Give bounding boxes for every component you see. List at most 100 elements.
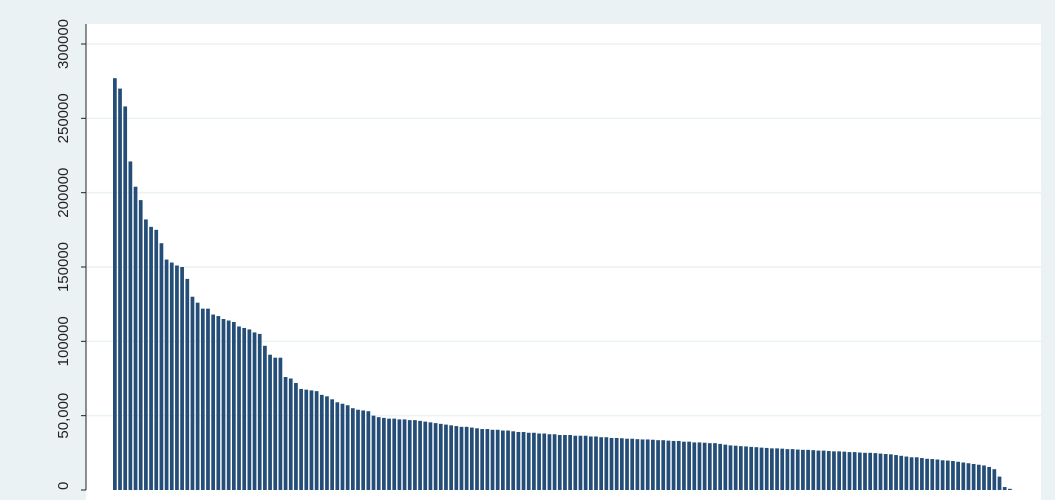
bar — [630, 438, 635, 490]
bar — [376, 417, 381, 490]
y-tick-label: 0 — [55, 482, 72, 490]
bar — [319, 394, 324, 490]
bar — [883, 454, 888, 490]
bar — [557, 434, 562, 490]
bar — [889, 454, 893, 490]
bar — [640, 439, 645, 490]
bar — [226, 320, 231, 490]
bar — [604, 437, 609, 490]
bar — [387, 418, 391, 490]
bar — [656, 440, 660, 490]
bar — [878, 453, 883, 490]
bar — [532, 432, 536, 490]
bar — [299, 388, 303, 490]
bar — [852, 452, 857, 490]
bar — [904, 456, 909, 490]
bar — [682, 441, 686, 490]
bar — [392, 418, 397, 490]
bar — [635, 439, 640, 490]
bar — [1008, 488, 1012, 490]
bar — [423, 421, 428, 490]
bar — [552, 434, 557, 490]
bar — [925, 458, 929, 490]
bar — [956, 461, 960, 490]
bar — [314, 391, 319, 490]
bar — [356, 409, 360, 490]
bar — [428, 422, 433, 490]
bar — [382, 417, 386, 490]
bar — [713, 443, 717, 490]
bar — [516, 432, 521, 490]
bar — [542, 433, 547, 490]
bar — [702, 442, 707, 490]
bar — [945, 460, 950, 490]
bar — [857, 452, 862, 490]
bar — [247, 329, 252, 490]
y-tick-label: 150000 — [55, 242, 72, 292]
bar — [175, 265, 179, 490]
bar — [273, 357, 278, 490]
bar — [583, 435, 588, 490]
bar — [744, 446, 748, 490]
bar — [770, 448, 774, 490]
bar — [940, 460, 945, 490]
bar — [899, 455, 904, 490]
bar — [397, 419, 402, 490]
bar — [609, 437, 614, 490]
bar — [263, 345, 267, 490]
bar — [490, 429, 495, 490]
bar — [676, 440, 681, 490]
bar — [795, 449, 800, 490]
bar — [573, 435, 578, 490]
bar — [366, 411, 371, 490]
bar — [350, 408, 355, 490]
bar — [826, 451, 831, 490]
bar — [402, 419, 407, 490]
bar — [464, 426, 469, 490]
bar — [216, 316, 221, 490]
bar — [568, 434, 572, 490]
bar — [309, 390, 314, 490]
bar — [257, 333, 262, 490]
bars — [113, 78, 1012, 491]
bar — [506, 430, 510, 490]
bar — [816, 450, 821, 490]
bar — [671, 440, 676, 490]
bar — [231, 322, 236, 490]
bar — [159, 243, 164, 490]
bar — [123, 106, 128, 490]
bar — [433, 423, 438, 490]
bar — [982, 465, 986, 490]
bar — [651, 439, 655, 490]
bar — [578, 435, 583, 490]
bar — [268, 354, 272, 490]
bar — [169, 262, 174, 490]
bar — [847, 452, 852, 490]
bar — [971, 463, 976, 490]
bar — [438, 423, 443, 490]
bar — [242, 327, 247, 490]
bar — [495, 429, 500, 490]
bar — [459, 426, 464, 490]
bar — [200, 308, 205, 490]
bar — [930, 459, 935, 490]
bar — [485, 429, 490, 490]
bar — [987, 466, 992, 490]
bar — [511, 431, 516, 490]
bar — [283, 377, 288, 490]
bar — [128, 161, 133, 490]
bar — [149, 226, 153, 491]
bar — [754, 447, 759, 490]
bar — [444, 424, 448, 490]
bar — [594, 436, 598, 490]
bar — [976, 464, 981, 490]
bar — [661, 440, 666, 490]
bar — [252, 332, 257, 490]
bar — [325, 396, 329, 490]
bar — [335, 402, 340, 490]
bar — [413, 420, 417, 490]
bar — [806, 449, 810, 490]
bar — [185, 278, 190, 490]
bar — [206, 308, 210, 490]
